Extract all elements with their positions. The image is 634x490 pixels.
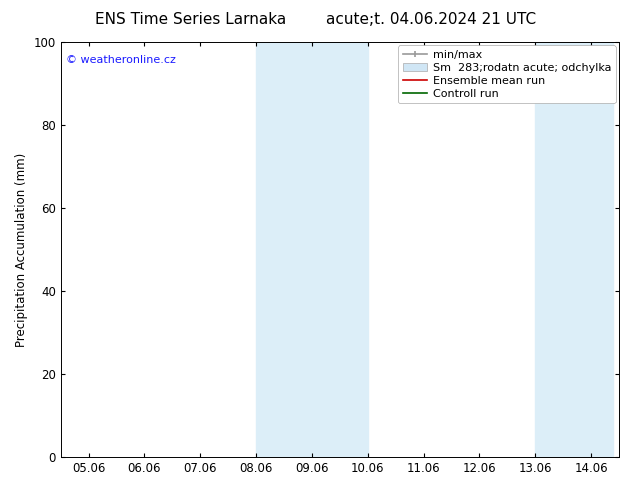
Bar <box>256 42 368 457</box>
Text: acute;t. 04.06.2024 21 UTC: acute;t. 04.06.2024 21 UTC <box>326 12 536 27</box>
Y-axis label: Precipitation Accumulation (mm): Precipitation Accumulation (mm) <box>15 152 28 347</box>
Legend: min/max, Sm  283;rodatn acute; odchylka, Ensemble mean run, Controll run: min/max, Sm 283;rodatn acute; odchylka, … <box>398 46 616 103</box>
Text: © weatheronline.cz: © weatheronline.cz <box>66 54 176 65</box>
Bar <box>535 42 614 457</box>
Text: ENS Time Series Larnaka: ENS Time Series Larnaka <box>94 12 286 27</box>
